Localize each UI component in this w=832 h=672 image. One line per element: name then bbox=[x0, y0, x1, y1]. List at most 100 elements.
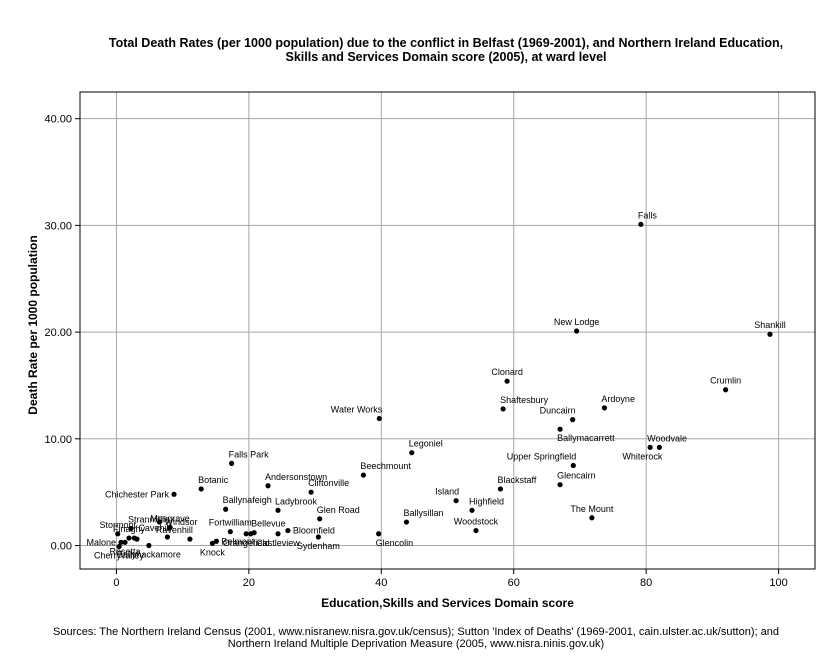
point-cherryvalley bbox=[116, 543, 122, 550]
point-label-duncairn: Duncairn bbox=[540, 406, 576, 416]
point-stormont bbox=[115, 531, 121, 537]
point-the-mount bbox=[589, 515, 595, 521]
y-tick-label-0: 0.00 bbox=[51, 541, 72, 553]
point-label-glen-road: Glen Road bbox=[317, 505, 360, 515]
plot-frame bbox=[79, 91, 816, 570]
point-label-highfield: Highfield bbox=[469, 496, 504, 506]
point-label-ballyhackamore: Ballyhackamore bbox=[117, 550, 181, 560]
y-tick-label-4: 40.00 bbox=[44, 114, 72, 126]
y-axis-label: Death Rate per 1000 population bbox=[26, 235, 40, 415]
point-label-clonard: Clonard bbox=[491, 367, 523, 377]
point-glencolin bbox=[376, 531, 382, 537]
point-label-upper-springfield: Upper Springfield bbox=[507, 451, 577, 461]
point-windsor bbox=[156, 519, 163, 525]
point-label-stranmillis: Stranmillis bbox=[128, 514, 170, 524]
sources-line-2: Northern Ireland Multiple Deprivation Me… bbox=[227, 638, 605, 650]
point-blackstaff bbox=[497, 486, 504, 492]
point-duncairn bbox=[570, 417, 576, 423]
point-label-bloomfield: Bloomfield bbox=[293, 526, 335, 536]
point-belmont bbox=[213, 538, 220, 544]
point-crumlin bbox=[723, 387, 729, 393]
point-label-ballynafeigh: Ballynafeigh bbox=[223, 495, 272, 505]
x-tick-label-3: 60 bbox=[508, 577, 520, 589]
point-label-ardoyne: Ardoyne bbox=[601, 394, 635, 404]
point-label-sydenham: Sydenham bbox=[297, 541, 340, 551]
x-tick-label-5: 100 bbox=[769, 577, 787, 589]
point-ballymacarrett bbox=[557, 426, 563, 432]
point-woodstock bbox=[473, 527, 479, 534]
point-label-cherryvalley: Cherryvalley bbox=[94, 551, 145, 561]
point-label-cavehill: Cavehill bbox=[138, 523, 170, 533]
point-cliftonville bbox=[308, 489, 314, 495]
point-fortwilliam bbox=[227, 529, 233, 535]
point-label-bellevue: Bellevue bbox=[251, 519, 286, 529]
point-botanic bbox=[198, 486, 204, 492]
point-label-orangefield: Orangefield bbox=[223, 538, 270, 548]
point-ardoyne bbox=[601, 405, 608, 411]
point-label-woodstock: Woodstock bbox=[454, 517, 499, 527]
point-label-glencolin: Glencolin bbox=[376, 538, 414, 548]
point-malone bbox=[118, 539, 124, 545]
point-label-fortwilliam: Fortwilliam bbox=[209, 518, 252, 528]
point-bloomfield bbox=[285, 527, 291, 534]
point-ravenhill bbox=[187, 536, 193, 542]
point-ballynafeigh bbox=[223, 506, 229, 512]
chart-title-line-2: Skills and Services Domain score (2005),… bbox=[285, 50, 607, 64]
x-tick-label-2: 40 bbox=[375, 577, 387, 589]
point-island bbox=[453, 498, 459, 504]
point-ballyhackamore bbox=[146, 542, 152, 549]
point-label-finaghy: Finaghy bbox=[113, 524, 146, 534]
point-label-ballymacarrett: Ballymacarrett bbox=[557, 433, 615, 443]
x-axis-label: Education,Skills and Services Domain sco… bbox=[321, 596, 574, 610]
point-ladybrook bbox=[275, 507, 281, 513]
y-tick-label-1: 10.00 bbox=[44, 434, 72, 446]
point-castleview bbox=[275, 531, 281, 537]
point-woodvale bbox=[647, 444, 653, 450]
point-label-andersonstown: Andersonstown bbox=[265, 472, 327, 482]
point-label-belmont: Belmont bbox=[221, 536, 255, 546]
point-upper-springfield bbox=[570, 462, 576, 469]
point-knock bbox=[209, 540, 216, 546]
point-whiterock bbox=[656, 444, 662, 450]
point-label-legoniel: Legoniel bbox=[409, 439, 443, 449]
point-label-ladybrook: Ladybrook bbox=[275, 496, 318, 506]
point-label-blackstaff: Blackstaff bbox=[497, 475, 536, 485]
point-label-castleview: Castleview bbox=[256, 538, 300, 548]
sources-note: Sources: The Northern Ireland Census (20… bbox=[0, 626, 832, 650]
point-label-knock: Knock bbox=[200, 547, 226, 557]
y-tick-label-3: 30.00 bbox=[44, 220, 72, 232]
point-label-musgrave: Musgrave bbox=[150, 513, 190, 523]
point-label-stormont: Stormont bbox=[99, 520, 136, 530]
point-musgrave bbox=[167, 524, 173, 530]
point-label-falls-park: Falls Park bbox=[229, 449, 270, 459]
point-label-botanic: Botanic bbox=[198, 475, 229, 485]
point-label-rosetta: Rosetta bbox=[110, 546, 141, 556]
point-label-falls: Falls bbox=[638, 210, 658, 220]
point-new-lodge bbox=[574, 328, 580, 334]
point-label-windsor: Windsor bbox=[164, 517, 197, 527]
point-cavehill bbox=[164, 534, 171, 540]
y-tick-label-2: 20.00 bbox=[44, 327, 72, 339]
point-label-new-lodge: New Lodge bbox=[554, 317, 600, 327]
point-label-crumlin: Crumlin bbox=[710, 376, 741, 386]
point-label-cliftonville: Cliftonville bbox=[308, 478, 349, 488]
point-label-beechmount: Beechmount bbox=[360, 461, 411, 471]
sources-line-1: Sources: The Northern Ireland Census (20… bbox=[53, 626, 779, 638]
point-finaghy bbox=[126, 535, 132, 541]
point-label-woodvale: Woodvale bbox=[647, 433, 687, 443]
point-unlabeled-51 bbox=[134, 536, 140, 542]
point-label-the-mount: The Mount bbox=[570, 504, 614, 514]
point-label-ballysillan: Ballysillan bbox=[403, 508, 443, 518]
point-stranmillis bbox=[128, 525, 134, 532]
point-legoniel bbox=[409, 450, 415, 456]
chart-title-line-1: Total Death Rates (per 1000 population) … bbox=[108, 36, 784, 50]
point-label-water-works: Water Works bbox=[331, 405, 383, 415]
point-falls bbox=[638, 221, 644, 227]
point-clonard bbox=[504, 378, 510, 384]
chart-title: Total Death Rates (per 1000 population) … bbox=[60, 36, 832, 64]
point-sydenham bbox=[315, 534, 321, 540]
point-shaftesbury bbox=[500, 406, 506, 412]
point-beechmount bbox=[360, 472, 367, 478]
point-orangefield bbox=[243, 531, 249, 537]
point-glencairn bbox=[557, 482, 563, 488]
